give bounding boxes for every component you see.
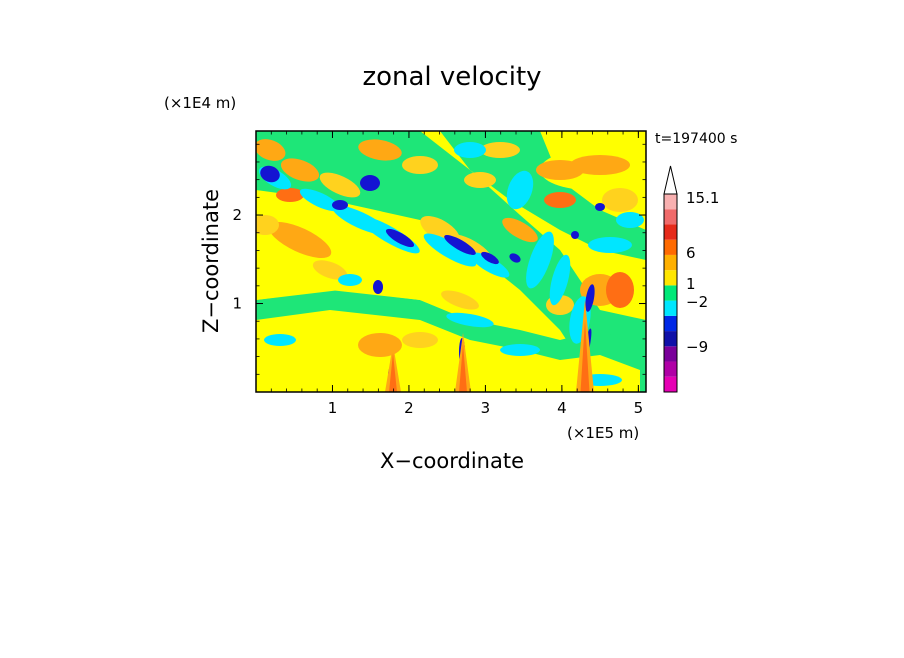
negative-contour — [446, 312, 494, 328]
positive-contour — [268, 221, 332, 259]
terrain-wave-core — [389, 353, 397, 392]
positive-contour — [606, 272, 634, 308]
negative-contour — [500, 344, 540, 356]
colorbar: 15.1 6 1−2 −9 — [663, 165, 719, 393]
positive-contour — [358, 333, 402, 357]
x-axis-ticks: 1 2 3 4 5 — [270, 131, 644, 417]
negative-contour — [470, 252, 510, 278]
colorbar-frame — [663, 193, 678, 393]
colorbar-label: 1 — [686, 275, 696, 293]
colorbar-segment — [664, 315, 677, 332]
negative-core — [571, 231, 579, 239]
negative-contour — [506, 170, 534, 210]
negative-core — [585, 284, 595, 312]
positive-contour — [312, 260, 348, 280]
negative-core — [481, 251, 499, 265]
heatmap-field — [256, 131, 646, 392]
negative-core — [595, 203, 605, 211]
positive-contour — [358, 139, 402, 161]
colorbar-label: −9 — [686, 338, 708, 356]
colorbar-segment — [664, 224, 677, 240]
negative-contour — [423, 233, 477, 267]
colorbar-segment — [664, 270, 677, 286]
colorbar-segment — [664, 331, 677, 347]
colorbar-segment — [664, 209, 677, 225]
negative-core — [373, 280, 383, 294]
negative-contour — [338, 274, 362, 286]
negative-core — [509, 253, 521, 263]
negative-contour — [264, 334, 296, 346]
x-tick-label: 4 — [557, 399, 567, 417]
colorbar-segment — [664, 239, 677, 255]
colorbar-segment — [664, 254, 677, 271]
negative-core — [332, 200, 348, 210]
negative-contour — [454, 142, 486, 158]
positive-contour — [464, 172, 496, 188]
positive-contour — [256, 139, 286, 161]
neutral-region-lower — [256, 310, 640, 392]
colorbar-label: 15.1 — [686, 189, 719, 207]
negative-core — [360, 175, 380, 191]
negative-contour — [549, 254, 571, 306]
negative-band-upper — [440, 131, 646, 260]
terrain-wave-core — [580, 320, 590, 392]
positive-contour — [280, 158, 320, 182]
colorbar-label: −2 — [686, 293, 708, 311]
colorbar-extend-arrow — [663, 165, 678, 195]
x-axis-title: X−coordinate — [380, 449, 524, 473]
y-tick-label: 1 — [232, 295, 242, 313]
terrain-wave-core — [459, 344, 467, 392]
colorbar-segment — [664, 300, 677, 316]
y-axis-title: Z−coordinate — [199, 189, 223, 333]
colorbar-segment — [664, 376, 677, 392]
positive-contour — [256, 215, 279, 235]
x-axis-unit: (×1E5 m) — [567, 424, 639, 442]
positive-contour — [276, 188, 304, 202]
colorbar-label: 6 — [686, 244, 696, 262]
positive-contour — [502, 217, 538, 243]
colorbar-segment — [664, 194, 677, 210]
negative-contour — [588, 237, 632, 253]
neutral-region — [256, 195, 540, 325]
positive-contour — [544, 192, 576, 208]
chart-title: zonal velocity — [362, 62, 541, 92]
x-tick-label: 5 — [634, 399, 644, 417]
positive-contour — [602, 188, 638, 212]
colorbar-segment — [664, 361, 677, 377]
x-tick-label: 3 — [481, 399, 491, 417]
colorbar-segment — [664, 346, 677, 362]
negative-core — [385, 228, 415, 248]
x-tick-label: 1 — [328, 399, 338, 417]
y-axis-unit: (×1E4 m) — [164, 94, 236, 112]
y-tick-label: 2 — [232, 206, 242, 224]
negative-contour — [526, 231, 554, 289]
negative-contour — [616, 212, 644, 228]
x-tick-label: 2 — [404, 399, 414, 417]
negative-contour — [299, 188, 341, 212]
time-label: t=197400 s — [655, 131, 737, 147]
negative-core — [444, 235, 476, 255]
positive-contour — [402, 156, 438, 174]
colorbar-segment — [664, 285, 677, 301]
positive-contour — [319, 172, 361, 198]
positive-contour — [441, 290, 479, 310]
positive-contour — [402, 332, 438, 348]
positive-contour — [570, 155, 630, 175]
y-axis-ticks: 12 — [232, 143, 646, 375]
positive-contour — [480, 142, 520, 158]
negative-core — [260, 165, 280, 183]
plot-frame — [255, 130, 647, 393]
